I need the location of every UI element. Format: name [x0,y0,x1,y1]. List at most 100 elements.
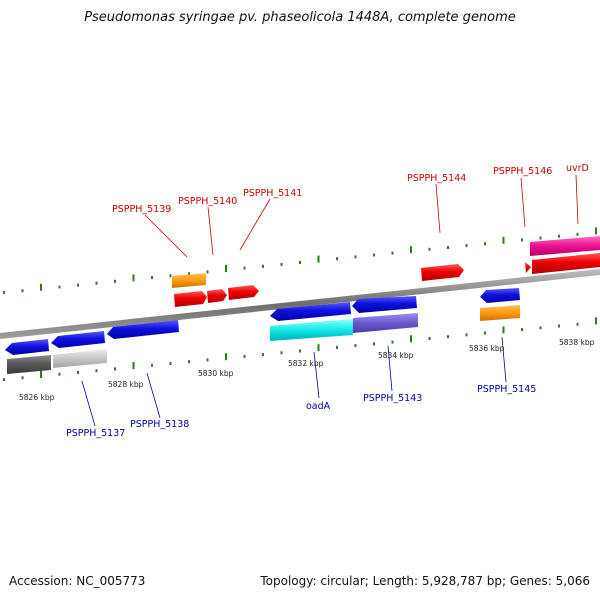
reverse-strand-genes [5,288,520,374]
minor-tick [484,331,486,335]
minor-tick [243,354,246,358]
major-tick [40,283,42,291]
minor-tick [58,372,61,376]
minor-tick [3,378,5,382]
minor-tick [336,257,338,261]
minor-tick [484,242,486,246]
minor-tick [373,342,375,346]
minor-tick [262,264,264,268]
major-tick [595,227,597,235]
gene-label-pspph-5141[interactable]: PSPPH_5141 [243,188,302,199]
minor-tick [262,353,264,357]
gene-orange-reverse[interactable] [480,305,520,321]
gene-label-pspph-5138[interactable]: PSPPH_5138 [130,419,189,430]
gene-label-pspph-5143[interactable]: PSPPH_5143 [363,393,422,404]
scale-label-5836: 5836 kbp [469,344,505,353]
major-tick [225,265,227,272]
forward-strand-genes [172,236,600,307]
minor-tick [280,262,283,266]
accession-text: Accession: NC_005773 [9,574,146,588]
minor-tick [206,358,209,362]
gene-arrow-pspph-5139[interactable] [174,291,207,307]
major-tick [225,353,227,361]
major-tick [40,371,42,378]
minor-tick [3,291,5,295]
minor-tick [95,281,98,285]
scale-labels: 5826 kbp 5828 kbp 5830 kbp 5832 kbp 5834… [19,338,595,402]
minor-tick [21,289,24,293]
gene-arrow-orange-forward[interactable] [172,273,206,288]
minor-tick [558,234,560,238]
minor-tick [391,340,394,344]
major-tick [502,326,505,334]
minor-tick [521,238,523,242]
forward-gene-labels: PSPPH_5139 PSPPH_5140 PSPPH_5141 PSPPH_5… [112,163,589,215]
minor-tick [428,337,431,340]
minor-tick [521,328,523,331]
minor-tick [576,232,579,236]
minor-tick [539,326,542,330]
minor-tick [243,266,246,270]
major-tick [410,246,412,254]
major-tick [502,236,505,244]
gene-arrow-blue-left-edge[interactable] [5,339,49,355]
minor-tick [114,367,116,371]
gene-arrow-pspph-5145[interactable] [480,288,520,303]
gene-label-pspph-5137[interactable]: PSPPH_5137 [66,428,125,439]
gene-label-pspph-5145[interactable]: PSPPH_5145 [477,384,536,395]
gene-arrow-pspph-5137[interactable] [51,331,105,348]
minor-tick [558,324,560,328]
minor-tick [280,351,283,355]
major-tick [595,317,597,325]
gene-arrow-pspph-5146[interactable] [530,236,600,256]
gene-label-pspph-5139[interactable]: PSPPH_5139 [112,204,171,215]
gene-arrow-pspph-5138[interactable] [107,320,179,339]
minor-tick [354,255,357,259]
minor-tick [391,251,394,255]
minor-tick [169,362,172,365]
gene-purple[interactable] [353,313,418,333]
gene-label-oada[interactable]: oadA [306,401,331,412]
minor-tick [188,360,190,364]
gene-light-grey[interactable] [53,349,107,368]
minor-tick [188,272,190,276]
gene-arrow-pspph-5144[interactable] [421,264,464,281]
minor-tick [447,246,449,249]
gene-arrow-oada[interactable] [270,302,351,321]
minor-tick [465,244,468,248]
gene-label-pspph-5140[interactable]: PSPPH_5140 [178,196,237,207]
map-title: Pseudomonas syringae pv. phaseolicola 14… [84,10,516,25]
gene-arrow-uvrd[interactable] [532,253,600,274]
minor-tick [539,236,542,240]
minor-tick [336,345,338,349]
minor-tick [428,247,431,251]
gene-arrow-pspph-5143[interactable] [352,296,417,313]
gene-dark-grey[interactable] [7,355,51,374]
major-tick [132,274,135,282]
gene-label-pspph-5146[interactable]: PSPPH_5146 [493,166,552,177]
minor-tick [299,261,301,264]
gene-arrow-pspph-5141[interactable] [228,285,259,300]
reverse-tick-track [3,317,597,382]
major-tick [410,335,412,343]
minor-tick [77,283,79,287]
gene-label-pspph-5144[interactable]: PSPPH_5144 [407,173,466,184]
minor-tick [354,344,357,348]
scale-label-5830: 5830 kbp [198,369,234,378]
scale-label-5838: 5838 kbp [559,338,595,347]
minor-tick [151,276,153,279]
minor-tick [206,270,209,274]
scale-label-5832: 5832 kbp [288,359,324,368]
gene-arrow-pspph-5140[interactable] [207,289,227,303]
minor-tick [95,369,98,373]
gene-label-uvrd[interactable]: uvrD [566,163,589,174]
major-tick [317,344,320,352]
gene-cyan[interactable] [270,319,353,341]
gene-arrow-pspph-5146-partial[interactable] [525,262,531,273]
reverse-gene-labels: PSPPH_5137 PSPPH_5138 oadA PSPPH_5143 PS… [66,384,536,439]
minor-tick [169,274,172,278]
minor-tick [151,363,153,367]
scale-label-5834: 5834 kbp [378,351,414,360]
